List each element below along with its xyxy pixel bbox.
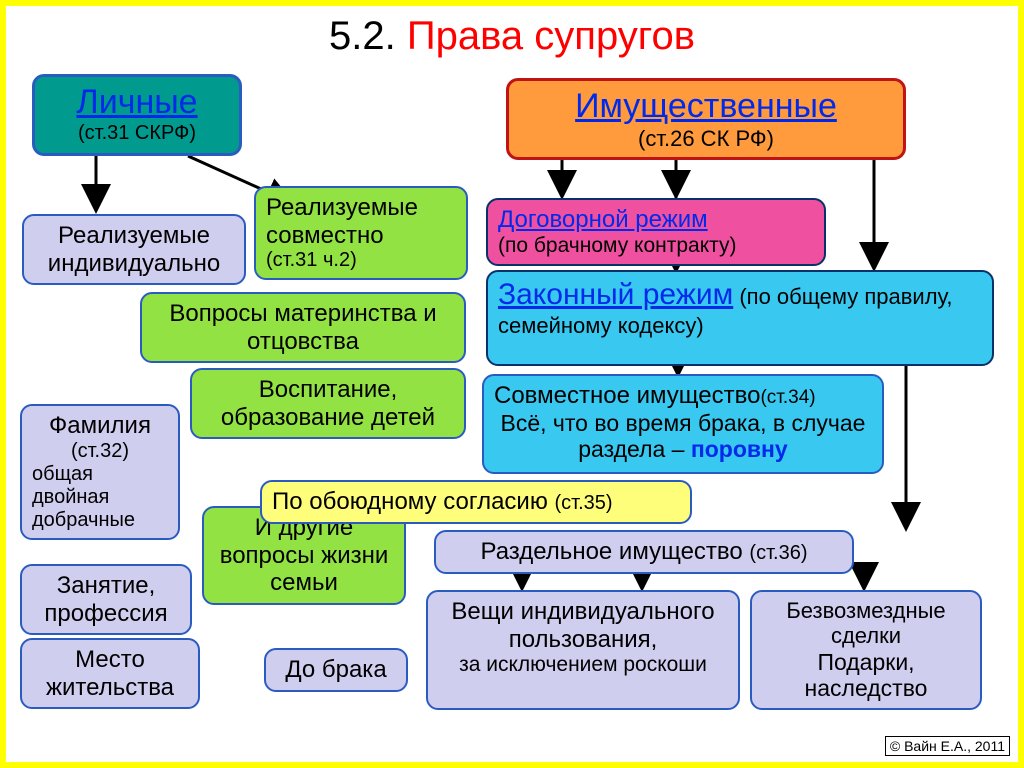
title-text: Права супругов	[407, 14, 695, 58]
box-property: Имущественные(ст.26 СК РФ)	[506, 78, 906, 160]
copyright: © Вайн Е.А., 2011	[885, 736, 1010, 756]
box-surname: Фамилия(ст.32)общаядвойнаядобрачные	[20, 404, 180, 540]
box-personal_things: Вещи индивидуального пользования, за иск…	[426, 590, 740, 710]
box-residence: Место жительства	[20, 638, 200, 709]
box-legal: Законный режим (по общему правилу, семей…	[486, 270, 994, 366]
box-indiv: Реализуемые индивидуально	[22, 214, 246, 285]
box-personal: Личные(ст.31 СКРФ)	[32, 74, 242, 156]
box-maternity: Вопросы материнства и отцовства	[140, 292, 466, 363]
box-joint_prop: Совместное имущество(ст.34)Всё, что во в…	[482, 374, 884, 474]
box-consent: По обоюдному согласию (ст.35)	[260, 480, 692, 524]
box-joint: Реализуемыесовместно(ст.31 ч.2)	[254, 186, 468, 280]
box-gifts: БезвозмездныесделкиПодарки,наследство	[750, 590, 982, 710]
box-education: Воспитание, образование детей	[190, 368, 466, 439]
box-contract: Договорной режим(по брачному контракту)	[486, 198, 826, 266]
box-separate: Раздельное имущество (ст.36)	[434, 530, 854, 574]
title-number: 5.2.	[329, 14, 407, 58]
page-title: 5.2. Права супругов	[6, 14, 1018, 59]
box-before_marriage: До брака	[264, 648, 408, 692]
box-occupation: Занятие, профессия	[20, 564, 192, 635]
